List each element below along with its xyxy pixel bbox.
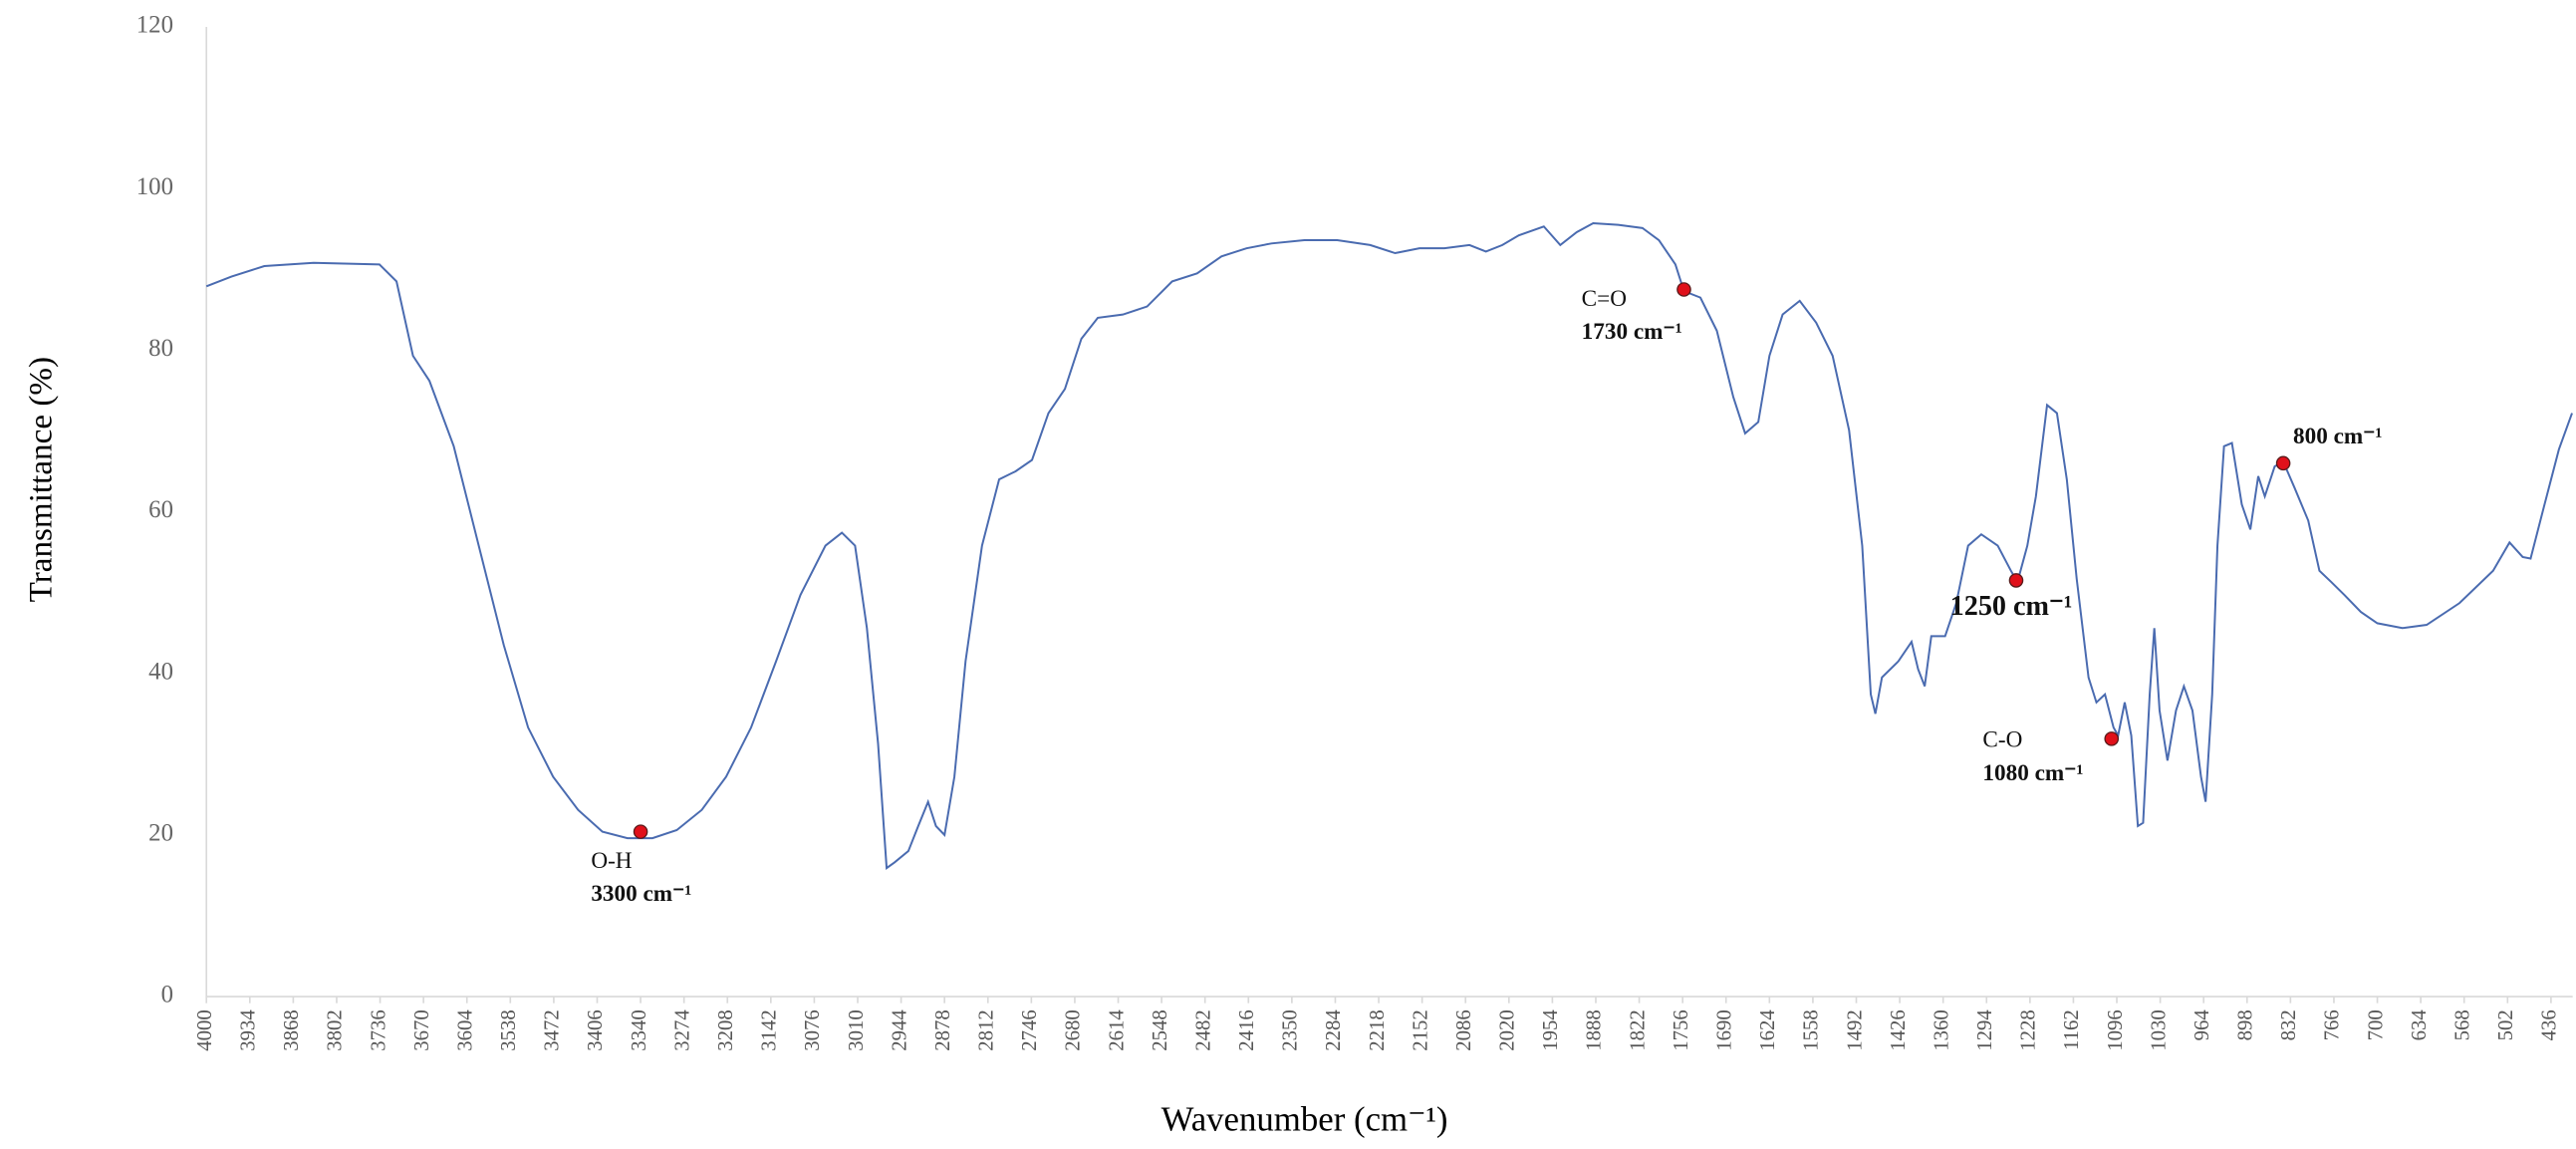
x-tick-label: 3934 [238,1009,260,1051]
x-tick-label: 1162 [2061,1009,2083,1050]
x-tick-label: 2218 [1367,1009,1389,1050]
annotation-marker [633,824,648,839]
annotation-label: C=O [1582,286,1627,312]
x-tick-label: 634 [2409,1009,2431,1041]
x-tick-label: 436 [2539,1009,2561,1040]
annotation-label: 3300 cm⁻¹ [591,881,691,907]
annotation-marker [2275,455,2291,471]
y-tick-label: 100 [136,173,173,200]
x-tick-label: 2152 [1410,1009,1431,1050]
x-tick-label: 3208 [715,1009,737,1050]
x-tick-label: 2944 [889,1009,910,1051]
x-tick-label: 1756 [1671,1009,1692,1050]
y-tick-label: 20 [148,820,173,847]
x-tick-label: 3604 [454,1009,476,1051]
x-tick-label: 1624 [1757,1009,1779,1051]
x-tick-label: 1294 [1974,1009,1996,1051]
x-tick-label: 1954 [1540,1009,1562,1051]
x-tick-label: 502 [2495,1009,2517,1040]
x-tick-label: 2812 [976,1009,998,1050]
x-tick-label: 2548 [1150,1009,1171,1050]
x-tick-label: 2680 [1063,1009,1085,1050]
x-tick-label: 3538 [498,1009,520,1050]
x-tick-label: 964 [2191,1009,2213,1041]
x-tick-label: 3670 [411,1009,433,1050]
x-tick-label: 1030 [2148,1009,2170,1050]
x-tick-label: 2284 [1323,1009,1345,1051]
y-tick-label: 60 [148,496,173,523]
spectrum-line [205,222,2573,870]
y-tick-label: 80 [148,335,173,362]
x-tick-label: 3736 [368,1009,389,1050]
x-tick-label: 3340 [629,1009,650,1050]
x-tick-label: 1888 [1584,1009,1606,1050]
x-tick-label: 2482 [1192,1009,1214,1050]
annotation-marker [1676,282,1691,297]
x-tick-label: 2614 [1106,1009,1128,1051]
x-tick-label: 700 [2365,1009,2387,1040]
annotation-label: C-O [1982,727,2022,753]
x-tick-label: 3142 [759,1009,781,1050]
x-tick-label: 3868 [281,1009,303,1050]
annotation-label: 800 cm⁻¹ [2293,424,2382,449]
x-tick-label: 898 [2235,1009,2257,1040]
x-tick-label: 2086 [1453,1009,1475,1050]
x-tick-label: 1492 [1844,1009,1866,1050]
annotation-label: 1250 cm⁻¹ [1950,591,2073,622]
x-tick-label: 3472 [542,1009,564,1050]
x-tick-label: 3076 [802,1009,824,1050]
annotation-marker [2008,573,2024,588]
x-tick-label: 2416 [1236,1009,1258,1050]
x-tick-label: 1360 [1931,1009,1952,1050]
x-tick-label: 1228 [2018,1009,2040,1050]
x-tick-label: 1690 [1713,1009,1735,1050]
annotation-label: O-H [591,848,632,874]
x-axis-title: Wavenumber (cm⁻¹) [1161,1099,1448,1138]
x-tick-label: 3406 [585,1009,607,1050]
x-tick-label: 4000 [194,1009,216,1050]
x-tick-label: 1426 [1888,1009,1910,1050]
x-tick-label: 1822 [1627,1009,1649,1050]
y-tick-label: 0 [161,982,173,1008]
x-tick-label: 2350 [1280,1009,1302,1050]
x-tick-label: 2746 [1019,1009,1041,1050]
y-tick-label: 120 [136,12,173,39]
x-tick-label: 1558 [1801,1009,1823,1050]
annotation-marker [2104,731,2120,746]
x-tick-label: 3010 [846,1009,868,1050]
x-tick-label: 1096 [2105,1009,2127,1050]
x-tick-label: 766 [2322,1009,2344,1040]
x-tick-label: 2020 [1497,1009,1519,1050]
y-axis-title: Transmittance (%) [22,357,59,602]
annotation-label: 1080 cm⁻¹ [1982,760,2083,786]
x-tick-label: 568 [2451,1009,2473,1040]
y-tick-label: 40 [148,658,173,685]
x-tick-label: 832 [2278,1009,2300,1040]
x-tick-label: 3274 [671,1009,693,1051]
annotation-label: 1730 cm⁻¹ [1582,319,1682,345]
x-tick-label: 3802 [325,1009,347,1050]
x-tick-label: 2878 [932,1009,954,1050]
